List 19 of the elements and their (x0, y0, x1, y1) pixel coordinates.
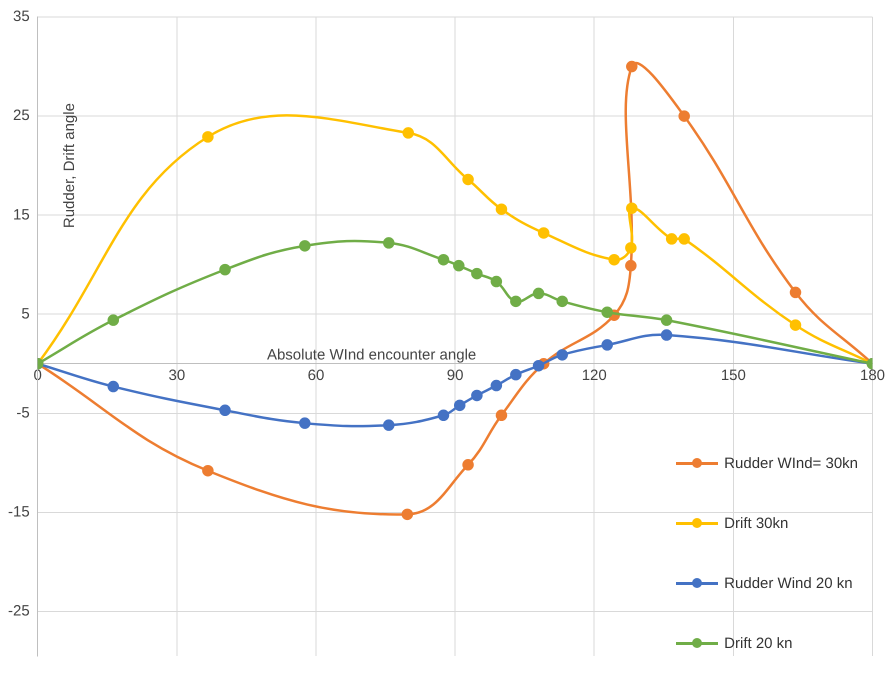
y-tick-label: 25 (12, 107, 30, 124)
legend-label: Drift 20 kn (724, 634, 793, 652)
y-tick-label: 15 (12, 206, 30, 224)
x-tick-label: 150 (720, 366, 746, 384)
y-tick-label: -5 (16, 404, 30, 422)
x-tick-label: 90 (446, 366, 464, 384)
x-tick-label: 120 (582, 366, 607, 384)
x-tick-label: 180 (860, 366, 885, 384)
legend-label: Rudder WInd= 30kn (724, 454, 858, 472)
x-tick-label: 30 (168, 366, 186, 384)
legend-label: Drift 30kn (724, 514, 788, 532)
x-tick-label: 60 (308, 366, 324, 384)
legend-label: Rudder Wind 20 kn (724, 574, 853, 592)
y-tick-label: -15 (8, 503, 30, 520)
y-tick-label: 35 (12, 8, 30, 26)
y-tick-label: -25 (8, 602, 30, 620)
y-axis-title: Rudder, Drift angle (60, 103, 78, 228)
x-axis-title: Absolute WInd encounter angle (266, 346, 476, 364)
y-tick-label: 5 (21, 305, 30, 322)
